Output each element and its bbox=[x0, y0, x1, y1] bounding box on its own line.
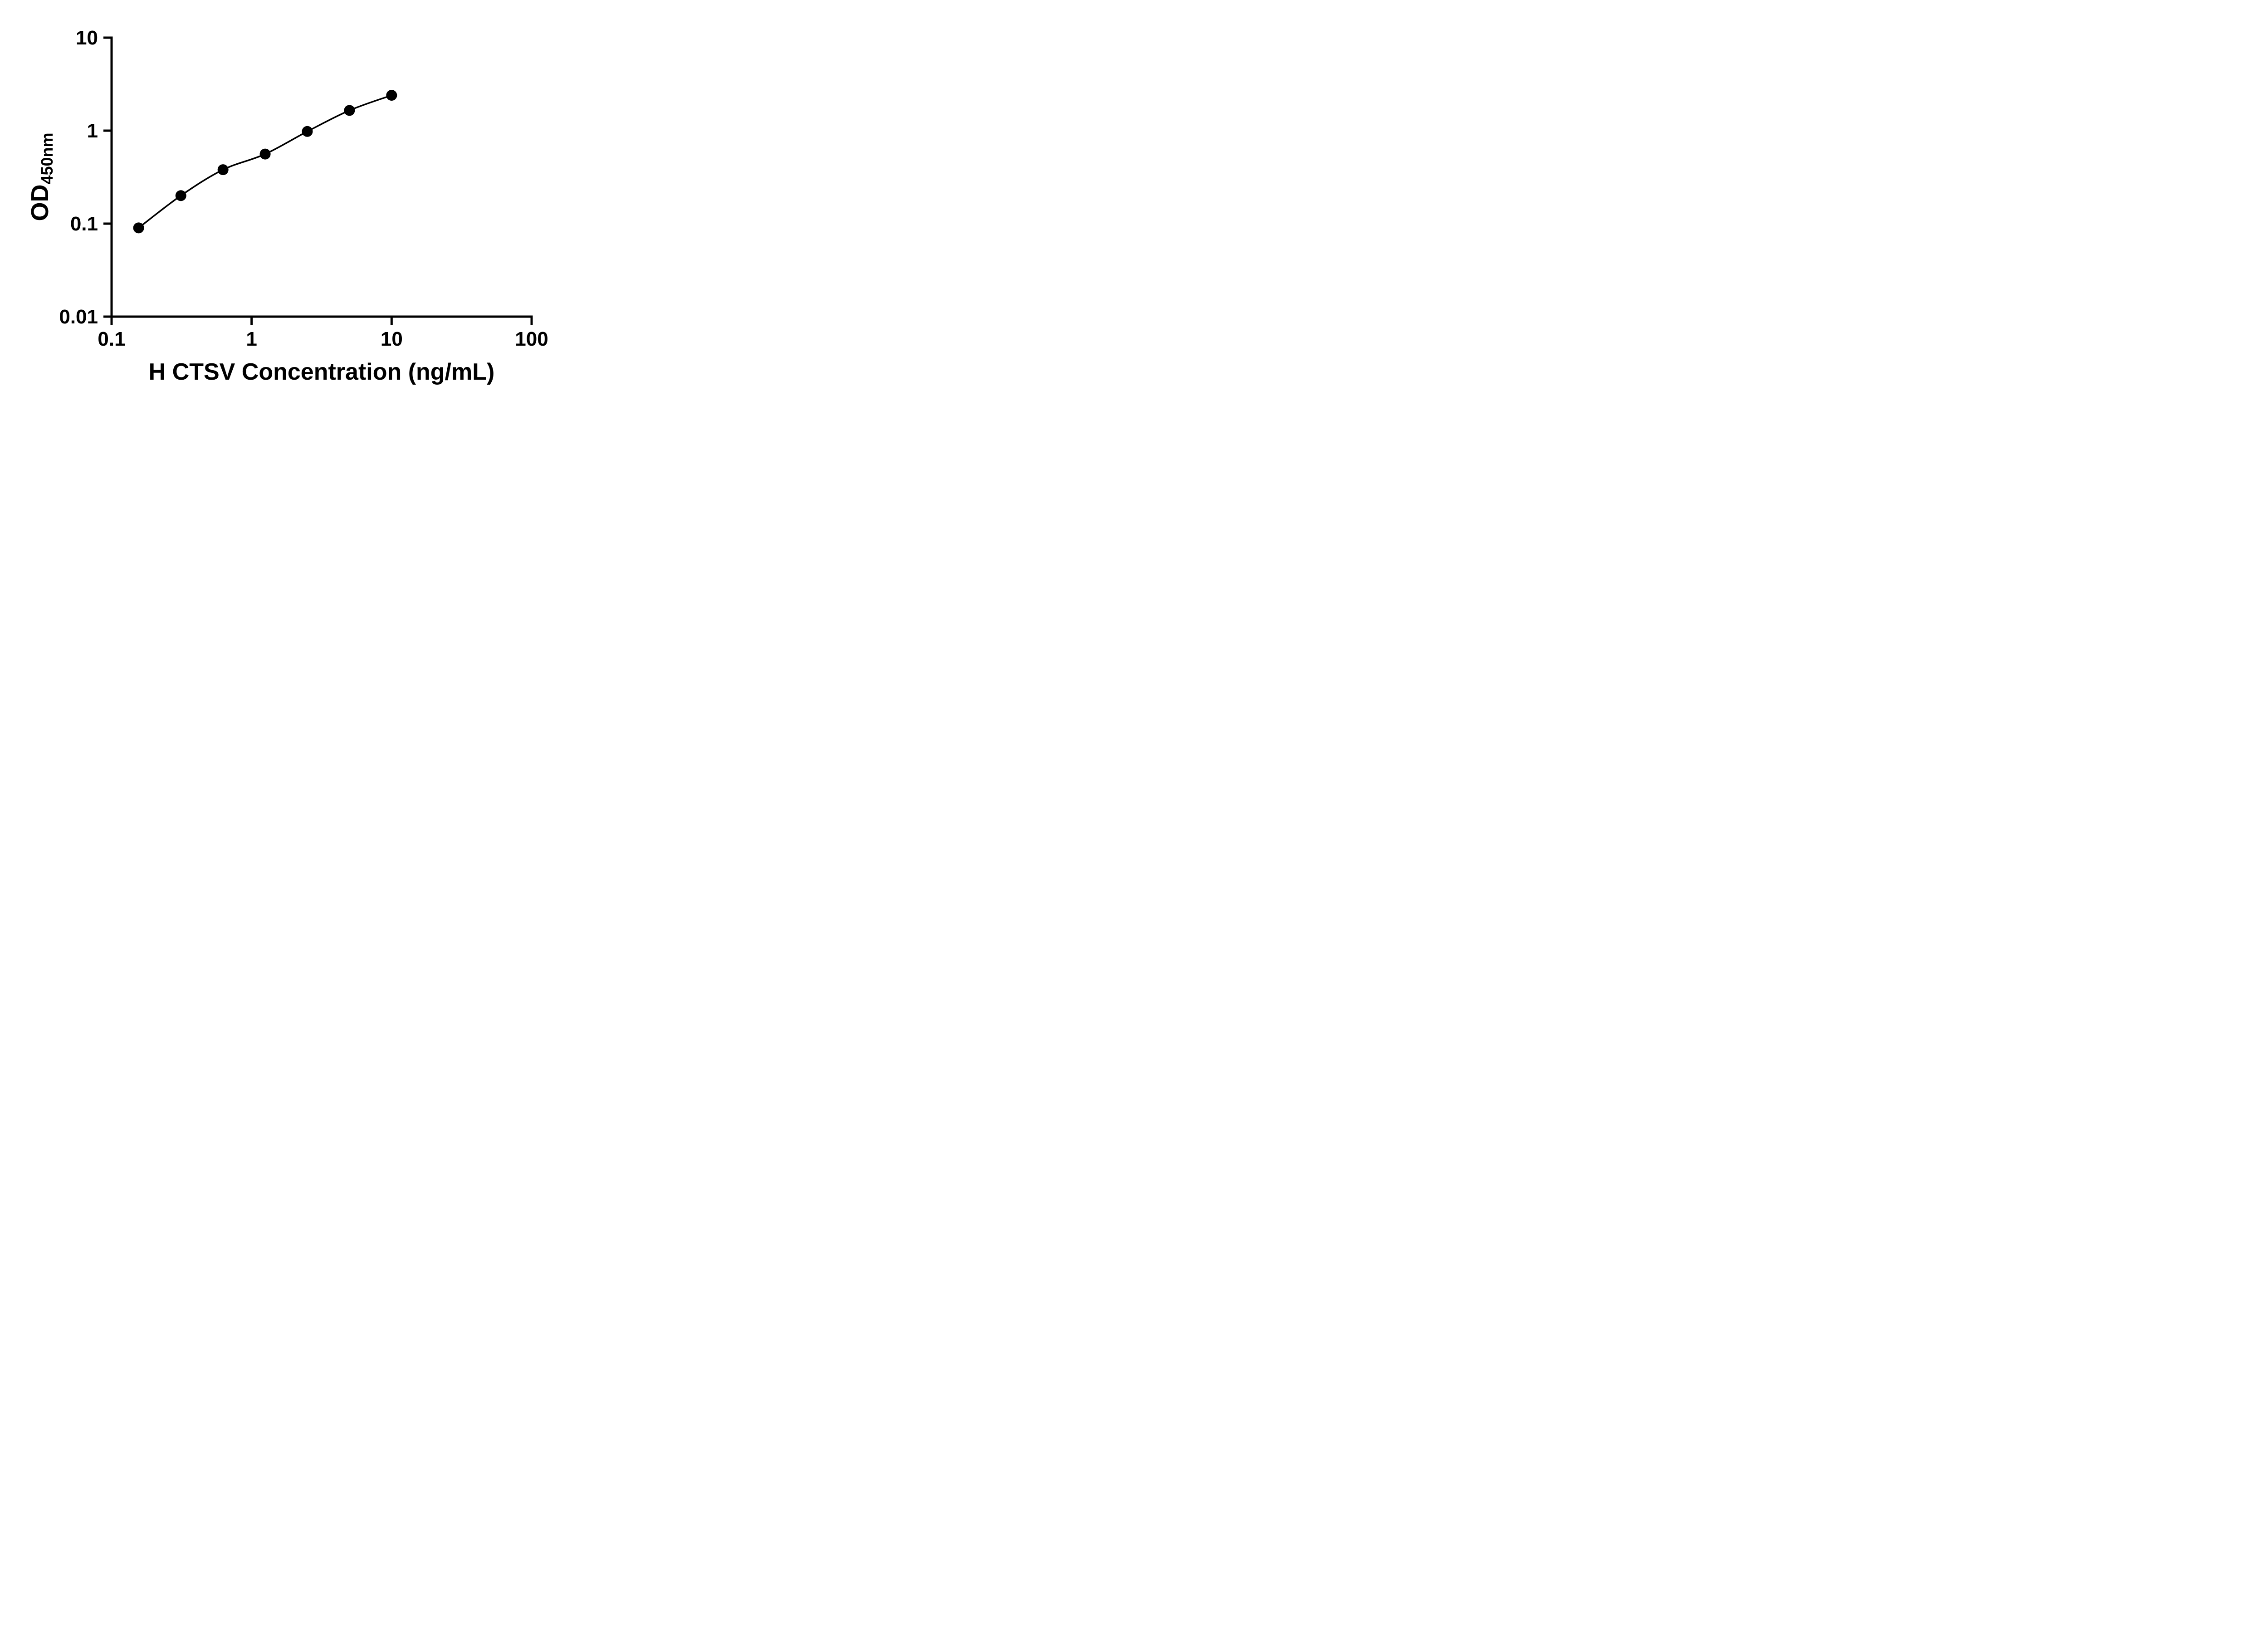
data-point bbox=[302, 126, 313, 137]
data-point bbox=[133, 222, 144, 234]
fit-line bbox=[138, 94, 392, 229]
data-point bbox=[217, 164, 229, 176]
y-axis-title-subscript: 450nm bbox=[38, 132, 56, 185]
data-point bbox=[175, 190, 186, 201]
x-axis-tick-label: 1 bbox=[246, 328, 257, 350]
x-axis-title: H CTSV Concentration (ng/mL) bbox=[148, 359, 495, 385]
x-axis-tick-label: 10 bbox=[381, 328, 403, 350]
data-point bbox=[344, 105, 355, 116]
data-point bbox=[259, 148, 271, 160]
y-axis-tick-label: 1 bbox=[87, 120, 98, 142]
y-axis-tick-label: 0.01 bbox=[59, 306, 98, 328]
data-point bbox=[386, 90, 397, 101]
x-axis-tick-label: 0.1 bbox=[98, 328, 125, 350]
y-axis-tick-label: 0.1 bbox=[70, 213, 98, 235]
x-axis-tick-label: 100 bbox=[515, 328, 548, 350]
standard-curve-figure: 0.1 1 10 100 0.01 0.1 1 10 H CTSV Concentration… bbox=[0, 0, 583, 408]
y-axis-title: OD450nm bbox=[26, 132, 56, 221]
y-axis-tick-label: 10 bbox=[76, 27, 98, 49]
y-axis-title-main: OD bbox=[26, 184, 54, 221]
